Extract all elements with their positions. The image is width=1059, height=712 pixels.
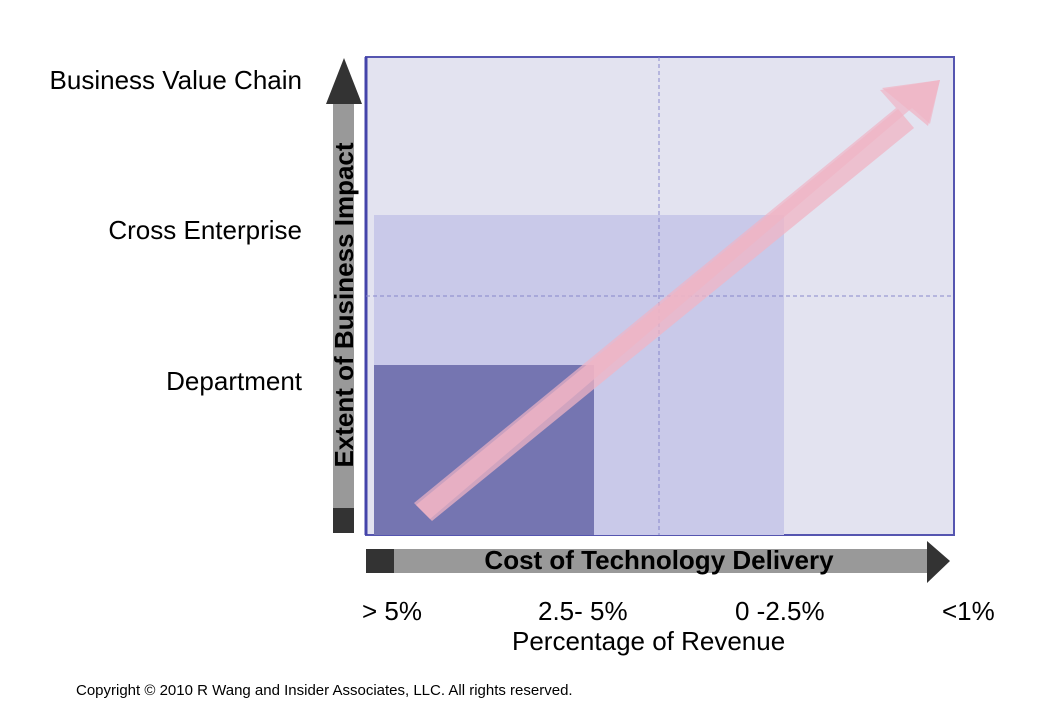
y-level-business-value-chain: Business Value Chain — [49, 65, 302, 95]
x-axis-arrow-shaft-dark-left — [366, 549, 394, 573]
y-axis-arrow-head — [326, 58, 362, 104]
x-axis-title: Cost of Technology Delivery — [484, 545, 834, 575]
y-level-cross-enterprise: Cross Enterprise — [108, 215, 302, 245]
x-tick-over-5: > 5% — [362, 596, 422, 626]
trend-arrow-shaft — [416, 109, 914, 521]
trend-arrow-head — [882, 80, 940, 126]
x-tick-under-1: <1% — [942, 596, 995, 626]
y-level-department: Department — [166, 366, 302, 396]
x-axis-arrow-head — [927, 541, 950, 583]
x-axis-subtitle: Percentage of Revenue — [512, 626, 786, 656]
y-axis-title: Extent of Business Impact — [329, 142, 359, 467]
x-tick-0-to-2-5: 0 -2.5% — [735, 596, 825, 626]
copyright-footer: Copyright © 2010 R Wang and Insider Asso… — [76, 682, 573, 699]
y-axis-arrow-shaft-dark-bottom — [333, 508, 354, 533]
x-axis-arrow-shaft-light — [394, 549, 927, 573]
x-tick-2-5-to-5: 2.5- 5% — [538, 596, 628, 626]
y-axis-arrow-shaft-light — [333, 104, 354, 508]
